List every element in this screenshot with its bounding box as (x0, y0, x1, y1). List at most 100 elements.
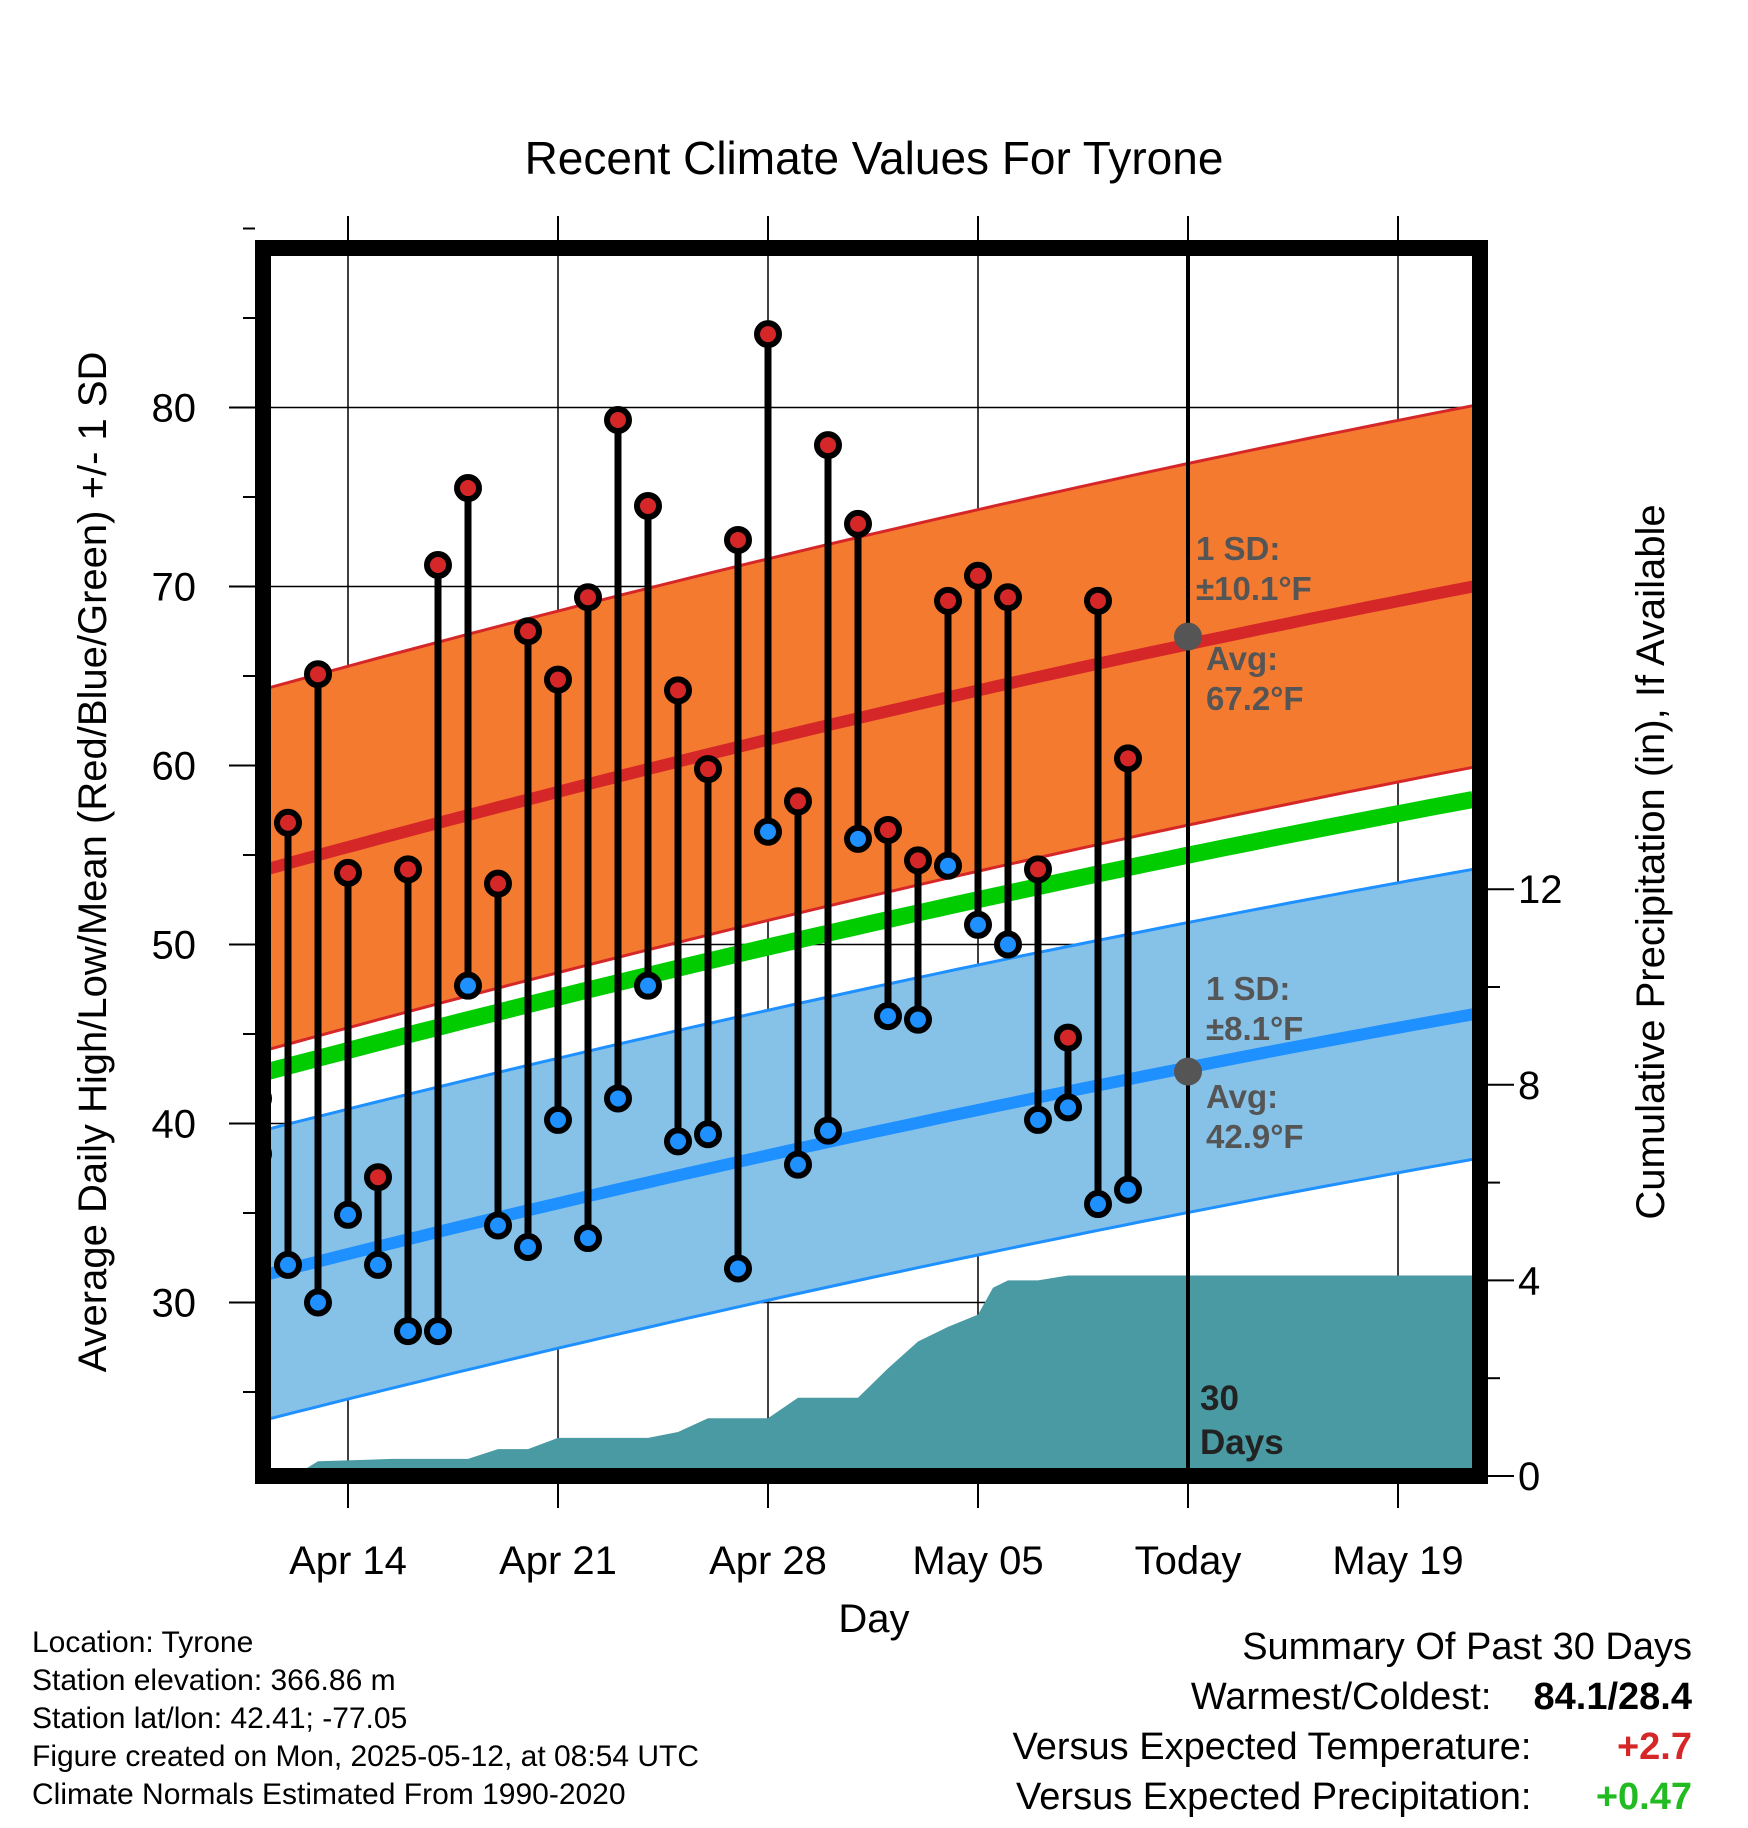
daily-low-point (844, 824, 872, 853)
daily-high-point (814, 431, 842, 460)
daily-low-point (364, 1250, 392, 1279)
y-tick-label: 30 (152, 1282, 197, 1326)
daily-low-point (454, 971, 482, 1000)
daily-low-point (634, 971, 662, 1000)
daily-low-point (874, 1002, 902, 1031)
plot-frame (255, 240, 1488, 1484)
daily-low-point (1054, 1093, 1082, 1122)
x-tick-label: Apr 28 (709, 1539, 827, 1583)
daily-high-point (1024, 855, 1052, 884)
daily-high-point (664, 676, 692, 705)
x-tick-label: Today (1135, 1539, 1242, 1583)
daily-low-point (304, 1288, 332, 1317)
x-tick-label: Apr 21 (499, 1539, 617, 1583)
x-tick-label: Apr 14 (289, 1539, 407, 1583)
daily-low-point (604, 1084, 632, 1113)
daily-low-point (424, 1317, 452, 1346)
daily-low-point (904, 1005, 932, 1034)
daily-high-point (934, 586, 962, 615)
daily-low-point (1024, 1105, 1052, 1134)
y2-tick-label: 4 (1518, 1259, 1540, 1303)
daily-high-point (604, 406, 632, 435)
precip-label: Versus Expected Precipitation: (1016, 1776, 1532, 1818)
daily-low-point (724, 1254, 752, 1283)
warmest-label: Warmest/Coldest: (1190, 1676, 1492, 1718)
low-avg-annotation: Avg: 42.9°F (1206, 1078, 1304, 1155)
daily-high-point (694, 755, 722, 784)
y-tick-label: 60 (152, 745, 197, 789)
daily-high-point (334, 858, 362, 887)
x-tick-label: May 05 (912, 1539, 1043, 1583)
daily-high-point (1054, 1023, 1082, 1052)
period-annotation: 30 Days (1200, 1379, 1284, 1462)
daily-low-point (814, 1116, 842, 1145)
daily-high-point (634, 491, 662, 520)
location-text: Location: Tyrone (32, 1626, 254, 1659)
normals-text: Climate Normals Estimated From 1990-2020 (32, 1778, 626, 1811)
y2-tick-label: 8 (1518, 1064, 1540, 1108)
daily-low-point (694, 1120, 722, 1149)
daily-high-point (514, 617, 542, 646)
chart-title: Recent Climate Values For Tyrone (525, 132, 1224, 184)
daily-high-point (574, 583, 602, 612)
today-low-avg-marker (1174, 1057, 1202, 1086)
latlon-text: Station lat/lon: 42.41; -77.05 (32, 1702, 408, 1735)
y-tick-label: 40 (152, 1103, 197, 1147)
y-tick-label: 80 (152, 387, 197, 431)
daily-low-point (1084, 1190, 1112, 1219)
daily-low-point (784, 1150, 812, 1179)
created-text: Figure created on Mon, 2025-05-12, at 08… (32, 1740, 700, 1773)
y2-tick-label: 0 (1518, 1455, 1540, 1499)
y2-tick-label: 12 (1518, 868, 1563, 912)
daily-high-point (904, 846, 932, 875)
x-axis-label: Day (838, 1597, 909, 1641)
today-high-avg-marker (1174, 622, 1202, 651)
warmest-value: 84.1/28.4 (1533, 1676, 1692, 1718)
y2-axis-label: Cumulative Precipitation (in), If Availa… (1629, 504, 1673, 1219)
daily-high-point (364, 1163, 392, 1192)
daily-high-point (1114, 744, 1142, 773)
daily-high-point (1084, 586, 1112, 615)
daily-high-point (844, 509, 872, 538)
daily-low-point (274, 1250, 302, 1279)
daily-high-point (424, 551, 452, 580)
daily-low-point (574, 1224, 602, 1253)
daily-high-point (874, 815, 902, 844)
summary-precip-row: Versus Expected Precipitation: +0.47 (792, 1772, 1692, 1822)
summary-panel: Summary Of Past 30 Days Warmest/Coldest:… (792, 1622, 1692, 1822)
daily-high-point (274, 808, 302, 837)
daily-high-point (544, 665, 572, 694)
daily-high-point (454, 474, 482, 503)
x-tick-label: May 19 (1332, 1539, 1463, 1583)
daily-high-point (754, 320, 782, 349)
plot-content: 1 SD: ±10.1°F Avg: 67.2°F 1 SD: ±8.1°F Avg: 42.… (263, 248, 1480, 1476)
daily-high-point (964, 561, 992, 590)
low-sd-band (263, 869, 1473, 1421)
daily-low-point (394, 1317, 422, 1346)
daily-high-point (724, 525, 752, 554)
temp-label: Versus Expected Temperature: (1012, 1726, 1532, 1768)
y-tick-label: 50 (152, 924, 197, 968)
daily-low-point (994, 930, 1022, 959)
daily-low-point (934, 851, 962, 880)
daily-low-point (664, 1127, 692, 1156)
low-sd-annotation: 1 SD: ±8.1°F (1206, 970, 1303, 1047)
daily-low-point (1114, 1175, 1142, 1204)
daily-high-point (394, 855, 422, 884)
low-sd-lower-edge (263, 1157, 1474, 1422)
daily-high-point (304, 660, 332, 689)
elevation-text: Station elevation: 366.86 m (32, 1664, 396, 1697)
temp-value: +2.7 (1616, 1726, 1692, 1768)
high-sd-band (263, 405, 1473, 1051)
daily-low-point (514, 1233, 542, 1262)
daily-low-point (544, 1105, 572, 1134)
daily-high-point (994, 583, 1022, 612)
y-tick-label: 70 (152, 566, 197, 610)
daily-low-point (754, 817, 782, 846)
precip-value: +0.47 (1595, 1776, 1692, 1818)
high-sd-annotation: 1 SD: ±10.1°F (1196, 530, 1312, 607)
y-axis-label: Average Daily High/Low/Mean (Red/Blue/Gr… (71, 352, 115, 1373)
summary-warmest-row: Warmest/Coldest: 84.1/28.4 (792, 1672, 1692, 1722)
daily-high-point (484, 869, 512, 898)
